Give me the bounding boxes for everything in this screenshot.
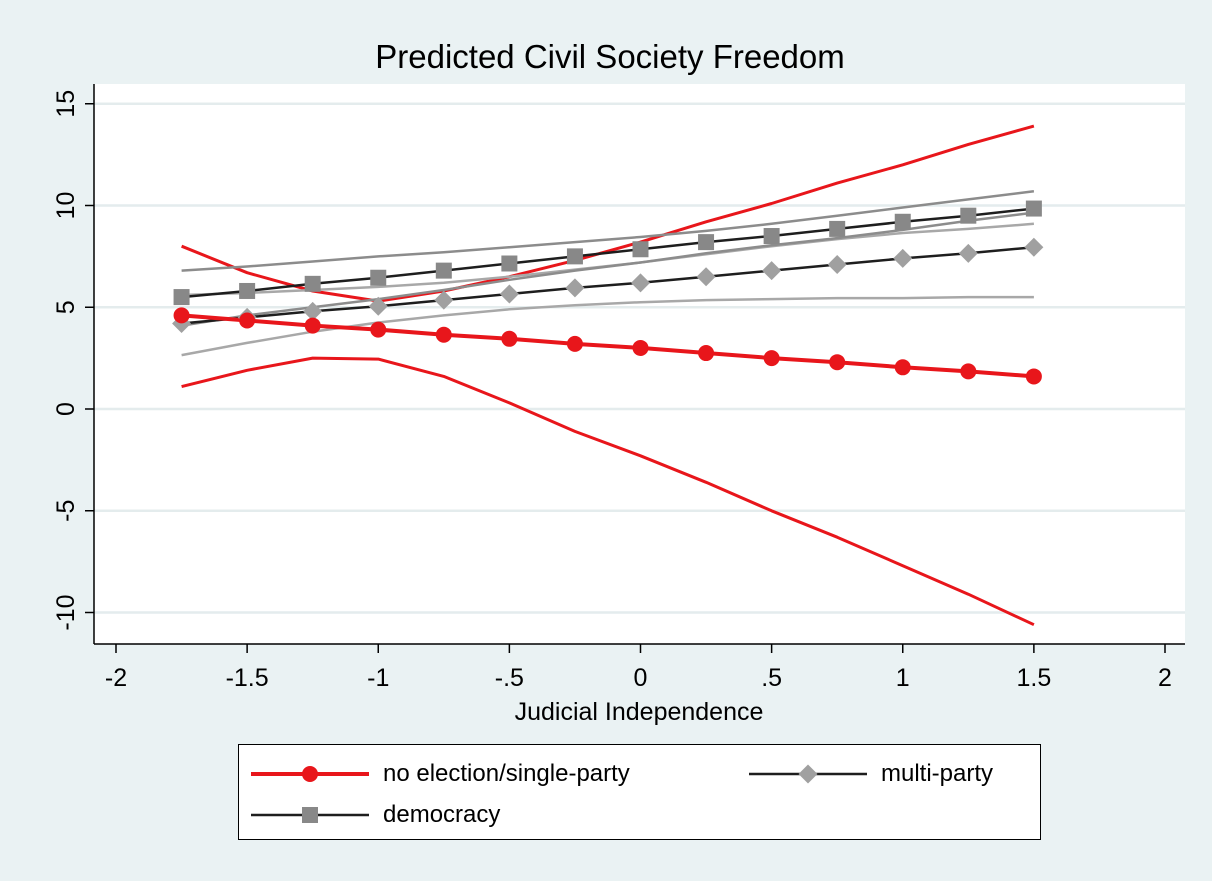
ci-upper-democracy: [181, 190, 1035, 272]
point-democracy-10: [829, 220, 846, 237]
point-no-election-2: [304, 317, 321, 334]
chart-legend: no election/single-party multi-party dem…: [238, 744, 1041, 840]
y-tick-label-4: 10: [52, 192, 80, 220]
point-multi-party-9: [762, 261, 782, 281]
point-democracy-6: [566, 248, 583, 265]
y-tick-label-2: 0: [52, 402, 80, 416]
point-no-election-6: [566, 335, 583, 352]
point-no-election-12: [960, 363, 977, 380]
ci-lower-democracy: [181, 211, 1035, 327]
point-democracy-4: [435, 262, 452, 279]
x-tick-label-6: 1: [896, 664, 910, 692]
series-line-multi-party: [181, 245, 1035, 325]
point-multi-party-12: [958, 243, 978, 263]
point-no-election-0: [173, 307, 190, 324]
point-no-election-11: [894, 359, 911, 376]
legend-key-diamond-icon: [749, 764, 867, 784]
legend-label-no-election: no election/single-party: [383, 760, 630, 787]
x-axis-label: Judicial Independence: [515, 698, 764, 726]
legend-entry-multi-party: multi-party: [749, 759, 993, 789]
grid-layer: [94, 102, 1185, 614]
legend-marker-democracy: [302, 807, 318, 823]
point-democracy-0: [173, 289, 190, 306]
y-tick-label-5: 15: [52, 90, 80, 118]
point-no-election-4: [435, 326, 452, 343]
x-tick-label-3: -.5: [495, 664, 524, 692]
point-multi-party-7: [631, 273, 650, 293]
x-tick-label-4: 0: [634, 664, 648, 692]
point-no-election-3: [370, 321, 387, 338]
axis-layer: -10 -5 0 5 10 15 -2 -1.5 -1 -.5 0 .5 1 1.5 2: [52, 84, 1185, 692]
plot-area: [94, 84, 1185, 644]
series-line-layer: [181, 207, 1035, 379]
ci-lower-no-election: [181, 356, 1035, 627]
ci-lower-multi-party: [181, 295, 1034, 357]
point-democracy-11: [894, 213, 911, 230]
point-democracy-9: [763, 228, 780, 245]
series-line-democracy: [181, 207, 1035, 299]
point-multi-party-2: [303, 301, 323, 321]
legend-marker-no-election: [302, 766, 318, 782]
point-no-election-5: [501, 330, 518, 347]
point-democracy-1: [239, 282, 256, 299]
x-tick-label-5: .5: [761, 664, 782, 692]
series-line-no-election: [181, 313, 1035, 379]
point-democracy-8: [698, 234, 715, 251]
point-no-election-13: [1025, 368, 1042, 385]
point-no-election-10: [829, 354, 846, 371]
x-tick-label-8: 2: [1158, 664, 1172, 692]
x-tick-label-1: -1.5: [226, 664, 269, 692]
point-multi-party-4: [434, 290, 454, 310]
point-democracy-7: [632, 241, 649, 258]
legend-label-multi-party: multi-party: [881, 760, 994, 787]
legend-label-democracy: democracy: [383, 801, 501, 828]
point-no-election-7: [632, 339, 649, 356]
point-democracy-3: [370, 269, 387, 286]
point-multi-party-10: [827, 255, 847, 275]
x-tick-label-7: 1.5: [1016, 664, 1051, 692]
point-democracy-2: [304, 275, 321, 292]
point-no-election-1: [239, 312, 256, 329]
legend-key-square-icon: [251, 807, 369, 823]
confidence-interval-layer: [181, 124, 1035, 627]
legend-key-circle-icon: [251, 766, 369, 782]
point-multi-party-8: [696, 267, 716, 287]
ci-upper-no-election: [181, 124, 1035, 303]
y-tick-label-1: -5: [52, 500, 80, 522]
point-democracy-13: [1025, 200, 1042, 217]
point-multi-party-3: [368, 296, 388, 316]
point-democracy-5: [501, 255, 518, 272]
y-tick-label-3: 5: [52, 300, 80, 314]
point-democracy-12: [960, 207, 977, 224]
y-tick-label-0: -10: [52, 594, 80, 630]
chart-title: Predicted Civil Society Freedom: [375, 38, 845, 75]
legend-entry-no-election: no election/single-party: [251, 759, 630, 789]
point-no-election-8: [698, 345, 715, 362]
series-marker-layer: [172, 200, 1044, 385]
legend-entry-democracy: democracy: [251, 800, 500, 830]
point-no-election-9: [763, 350, 780, 367]
point-multi-party-6: [565, 278, 585, 298]
point-multi-party-13: [1024, 237, 1044, 257]
x-tick-label-0: -2: [105, 664, 127, 692]
point-multi-party-11: [893, 248, 913, 268]
x-tick-label-2: -1: [367, 664, 389, 692]
point-multi-party-5: [499, 284, 519, 304]
legend-marker-multi-party: [798, 764, 818, 784]
